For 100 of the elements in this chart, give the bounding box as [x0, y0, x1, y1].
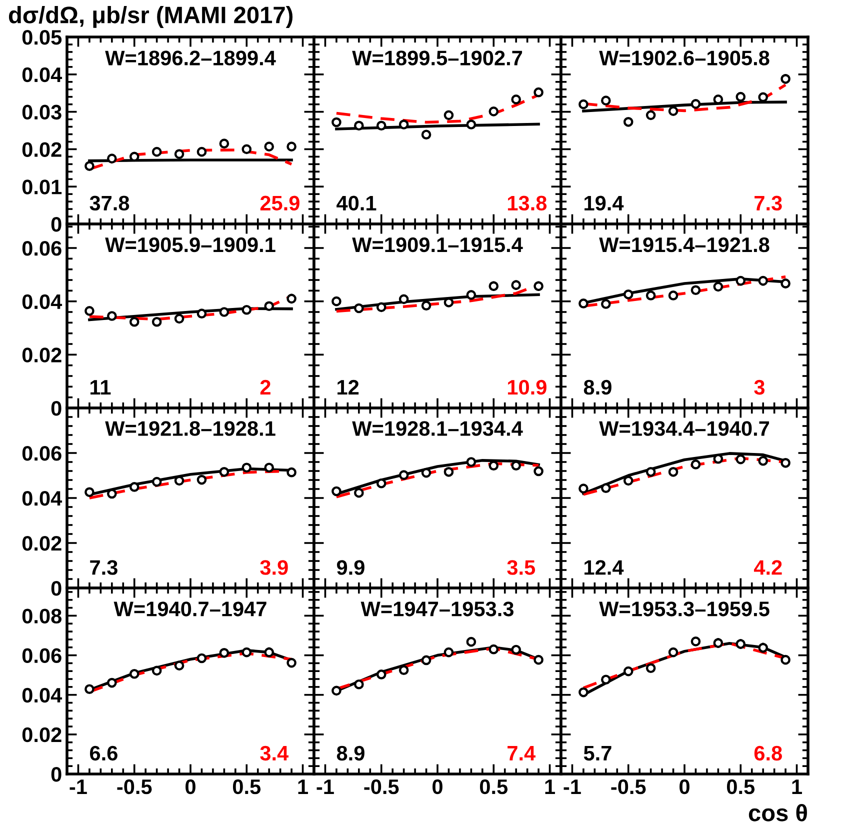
point [511, 460, 522, 471]
point [421, 300, 432, 311]
point [354, 488, 364, 498]
point [466, 290, 476, 300]
annotation: 8.9 [584, 380, 612, 395]
y-tick-label: 0.06 [22, 241, 62, 256]
point [668, 466, 678, 477]
point [152, 146, 162, 157]
annotation: 2 [260, 380, 270, 394]
x-tick-label: 0 [186, 779, 196, 794]
point [286, 658, 296, 668]
point [690, 636, 701, 646]
x-tick-label: -0.5 [611, 779, 646, 794]
point [758, 276, 768, 286]
point [488, 460, 499, 471]
point [668, 106, 678, 116]
point [488, 106, 499, 116]
point [444, 110, 454, 120]
y-tick-label: 0.02 [22, 348, 62, 362]
point [219, 307, 230, 317]
point [376, 120, 386, 131]
chart-title: W=1921.8–1928.1 [105, 421, 276, 436]
y-tick-label: 0.06 [22, 446, 62, 461]
point [668, 647, 678, 658]
annotation: 7.3 [754, 196, 782, 211]
point [332, 486, 342, 496]
annotation: 6.6 [90, 746, 118, 761]
point [332, 686, 342, 696]
y-tick-label: 0.04 [22, 67, 62, 82]
point [466, 120, 476, 130]
point [690, 285, 701, 296]
point [758, 642, 768, 653]
annotation: 3.9 [260, 560, 288, 575]
point [623, 289, 634, 300]
point [376, 302, 386, 312]
annotation: 19.4 [584, 196, 624, 211]
point [174, 314, 184, 324]
y-tick-label: 0 [51, 217, 62, 232]
annotation: 40.1 [336, 196, 376, 211]
point [511, 644, 522, 655]
point [713, 454, 724, 464]
point [242, 304, 252, 315]
point [623, 476, 634, 486]
point [264, 647, 274, 658]
point [646, 290, 656, 300]
point [646, 663, 656, 674]
x-tick-label: 0.5 [726, 779, 755, 794]
point [286, 294, 296, 304]
point [623, 116, 634, 127]
point [152, 316, 162, 327]
point [646, 466, 656, 477]
point [219, 466, 230, 477]
annotation: 12 [338, 380, 359, 394]
point [578, 687, 588, 698]
point [600, 299, 611, 309]
point [421, 468, 432, 478]
point [264, 301, 274, 312]
point [332, 117, 342, 128]
point [713, 282, 724, 292]
point [174, 149, 184, 159]
annotation: 8.9 [336, 746, 364, 761]
point [421, 130, 432, 140]
x-tick-label: 0 [680, 779, 690, 794]
y-tick-label: 0.04 [22, 491, 62, 506]
point [106, 154, 117, 164]
x-tick-label: 0.5 [232, 779, 261, 794]
annotation: 4.2 [754, 560, 782, 575]
point [780, 74, 790, 84]
point [690, 99, 701, 109]
point [129, 482, 140, 492]
annotation: 6.8 [754, 746, 782, 761]
text: W=1947–1953.3 [360, 602, 514, 616]
text: W=1902.6–1905.8 [599, 50, 770, 66]
point [444, 647, 454, 658]
point [286, 467, 296, 478]
annotation: 25.9 [260, 196, 300, 211]
point [106, 488, 117, 499]
point [174, 660, 184, 670]
point [444, 466, 454, 477]
point [758, 92, 768, 102]
point [488, 281, 499, 292]
point [690, 460, 701, 470]
point [84, 684, 94, 694]
point [196, 146, 207, 157]
annotation: 11 [90, 380, 111, 394]
y-tick-label: 0.04 [22, 294, 62, 310]
point [600, 674, 611, 685]
point [534, 466, 544, 476]
point [466, 636, 476, 647]
x-tick-label: 0 [432, 779, 442, 794]
point [152, 666, 162, 676]
point [332, 296, 342, 306]
point [354, 120, 364, 131]
chart-title: W=1909.1–1915.4 [352, 237, 523, 252]
chart-title: W=1905.9–1909.1 [105, 237, 276, 252]
point [242, 647, 252, 658]
point [196, 308, 207, 319]
x-tick-label: -1 [70, 780, 87, 794]
point [129, 152, 140, 162]
point [219, 648, 230, 658]
